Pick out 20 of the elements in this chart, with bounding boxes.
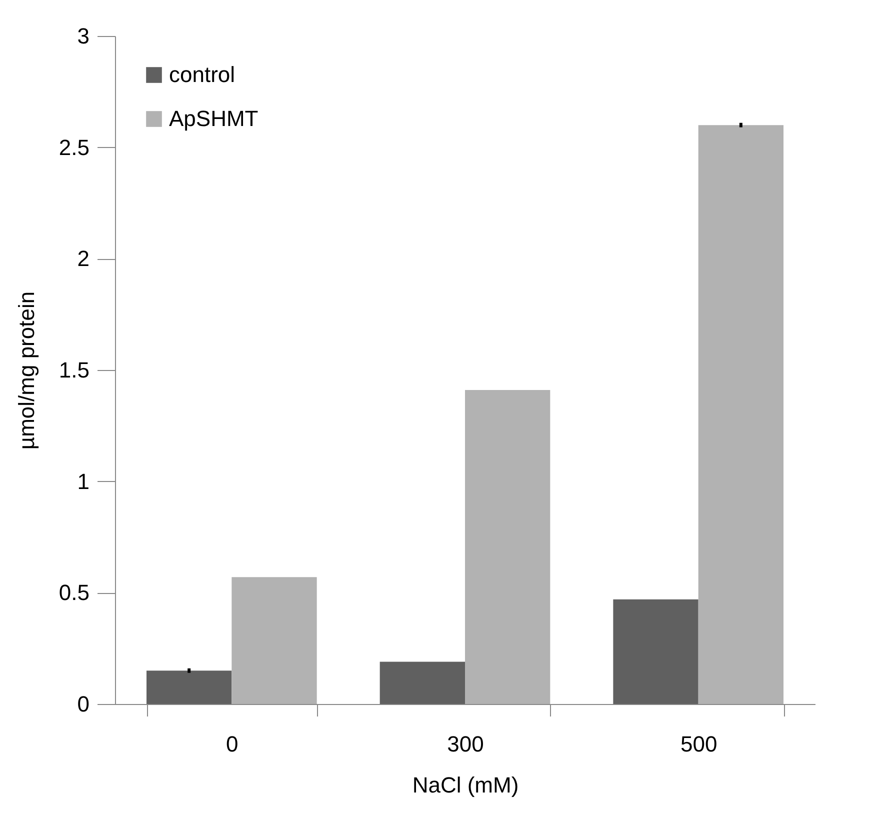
x-tick-label: 0 [226, 732, 238, 756]
y-tick-label: 3 [77, 24, 90, 48]
x-tick-label: 300 [447, 732, 484, 756]
x-axis-title: NaCl (mM) [412, 772, 519, 798]
legend-label: control [169, 62, 236, 87]
x-tick-label: 500 [680, 732, 718, 756]
y-tick-label: 1.5 [58, 358, 90, 382]
y-tick-label: 2 [77, 246, 90, 272]
legend-label: ApSHMT [169, 106, 258, 131]
y-tick-label: 0 [77, 692, 90, 716]
y-axis-title: µmol/mg protein [14, 291, 39, 450]
bar [613, 599, 698, 704]
bar [146, 670, 232, 704]
bar [232, 577, 317, 704]
bar [698, 125, 784, 704]
bar [380, 662, 465, 704]
y-tick-label: 1 [77, 468, 90, 494]
bar [465, 390, 550, 704]
y-tick-label: 0.5 [58, 580, 90, 606]
y-tick-label: 2.5 [58, 134, 90, 160]
